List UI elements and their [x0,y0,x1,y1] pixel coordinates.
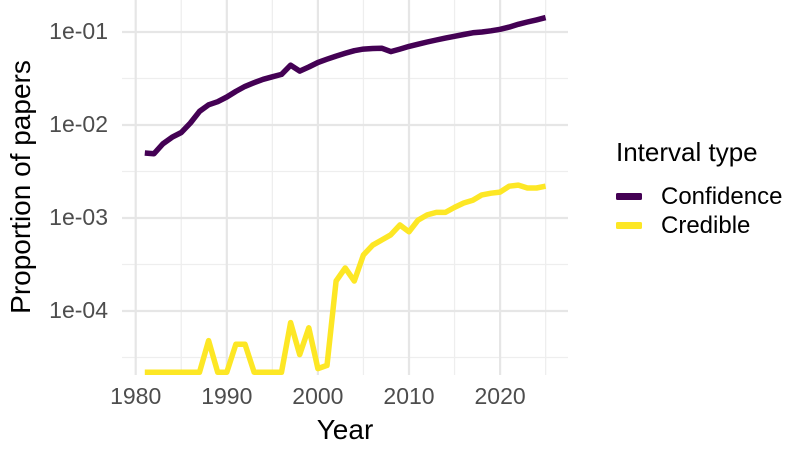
y-tick-label: 1e-04 [49,297,108,323]
legend-item-confidence: Confidence [616,182,782,211]
y-tick-label: 1e-01 [49,18,108,44]
legend: Interval type Confidence Credible [616,137,782,240]
x-tick-label: 2000 [292,383,344,409]
credible-line-swatch [616,222,642,229]
x-tick-label: 2010 [383,383,435,409]
legend-item-credible: Credible [616,211,782,240]
series-line-confidence [144,14,547,157]
grid-major [122,0,568,375]
legend-label-confidence: Confidence [661,182,783,210]
legend-title: Interval type [616,137,758,167]
confidence-line-swatch [616,193,642,200]
x-tick-label: 2020 [474,383,526,409]
y-tick-label: 1e-02 [49,111,108,137]
x-tick-label: 1990 [201,383,253,409]
y-tick-label: 1e-03 [49,204,108,230]
series-line-credible [144,182,547,375]
y-axis-title: Proportion of papers [5,60,36,314]
x-tick-label: 1980 [110,383,162,409]
legend-label-credible: Credible [661,211,751,239]
x-axis-title: Year [316,414,374,445]
series-group [144,14,547,375]
